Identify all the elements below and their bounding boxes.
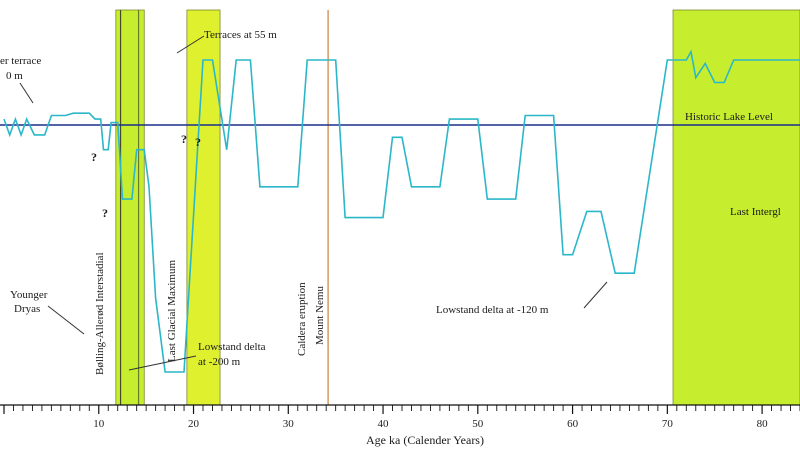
question-mark-4: ? <box>195 135 201 149</box>
upper-terrace-leader <box>19 82 34 104</box>
x-tick-label-30: 30 <box>283 418 295 430</box>
lgm-label: Last Glacial Maximum <box>166 260 178 362</box>
question-mark-2: ? <box>102 206 108 220</box>
x-axis-label: Age ka (Calender Years) <box>366 433 484 447</box>
x-tick-label-20: 20 <box>188 418 200 430</box>
lowstand-200-leader <box>128 355 197 371</box>
upper-terrace-label-1: er terrace <box>0 55 41 67</box>
x-tick-label-60: 60 <box>567 418 579 430</box>
lake-level-series-line <box>3 49 800 373</box>
event-lines <box>119 10 329 405</box>
lowstand-120-leader <box>583 281 608 309</box>
x-axis: 10 20 30 40 50 60 70 80 <box>0 404 800 430</box>
younger-dryas-leader <box>47 305 85 335</box>
x-tick-label-50: 50 <box>472 418 484 430</box>
terraces-55-label: Terraces at 55 m <box>204 29 277 41</box>
lowstand-200-label-1: Lowstand delta <box>198 341 266 353</box>
caldera-eruption-label: Caldera eruption <box>296 282 308 356</box>
upper-terrace-label-2: 0 m <box>6 70 23 82</box>
last-interglacial-label: Last Intergl <box>730 206 781 218</box>
younger-dryas-label-1: Younger <box>10 289 48 301</box>
climate-band-3 <box>672 9 800 406</box>
x-tick-label-70: 70 <box>662 418 674 430</box>
climate-bands <box>115 9 800 406</box>
x-tick-label-80: 80 <box>757 418 769 430</box>
x-tick-label-40: 40 <box>378 418 390 430</box>
lowstand-200-label-2: at -200 m <box>198 356 241 368</box>
lowstand-120-label: Lowstand delta at -120 m <box>436 304 549 316</box>
terraces-55-leader <box>176 35 205 54</box>
mount-nemu-label: Mount Nemu <box>314 286 326 345</box>
younger-dryas-label-2: Dryas <box>14 303 40 315</box>
x-tick-label-10: 10 <box>93 418 105 430</box>
question-mark-3: ? <box>181 132 187 146</box>
question-mark-1: ? <box>91 150 97 164</box>
historic-lake-level-label: Historic Lake Level <box>685 111 773 123</box>
bolling-allerod-label: Bølling-Allerød Interstadial <box>94 253 106 376</box>
